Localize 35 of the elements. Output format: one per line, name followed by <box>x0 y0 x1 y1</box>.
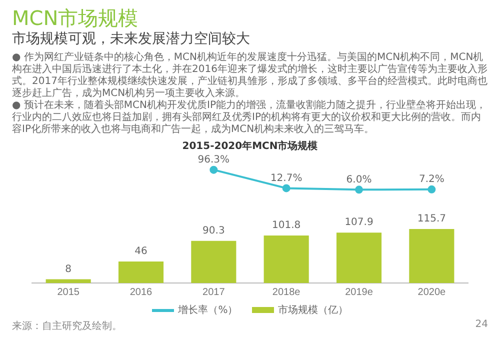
bar <box>46 279 91 283</box>
bar <box>191 240 236 283</box>
point <box>428 185 436 194</box>
chart-subtitle: 市场规模可观，未来发展潜力空间较大 <box>12 30 251 49</box>
text: 24 <box>475 319 488 332</box>
data-label: 107.9 <box>344 217 374 228</box>
text: ● 作为网红产业链条中的核心角色，MCN机构近年的发展速度十分迅猛。与美国的MCN机构不同，MCN机构在进入中国后迅速进行了本土化，并在2016年迎来了爆发式的增长，这时主要以广告宣传等为主要收入形式。2017年行业整体规模继续快速发展，产业链初具雏形，形成了多领域、多平台的经营模式。此时电商也逐步赶上广告，成为MCN机构另一项主要收入来源。 <box>12 52 488 100</box>
point <box>210 166 218 174</box>
data-label: 90.3 <box>202 225 225 236</box>
x-tick-label: 2017 <box>202 286 226 298</box>
chart-title: MCN市场规模 <box>12 6 140 30</box>
bar <box>118 262 164 283</box>
x-tick-label: 2018e <box>272 286 301 298</box>
legend-label: 市场规模（亿） <box>278 304 348 317</box>
legend-label: 增长率（%） <box>178 304 238 317</box>
x-tick-label: 2020e <box>418 286 446 298</box>
data-label: 96.3% <box>198 154 230 166</box>
bar <box>409 229 454 283</box>
bar <box>264 235 309 283</box>
point <box>355 186 363 194</box>
x-tick-label: 2015 <box>57 286 80 298</box>
data-label: 7.2% <box>418 174 444 186</box>
bar <box>336 232 382 283</box>
x-tick-label: 2016 <box>130 286 153 298</box>
text: 2015-2020年MCN市场规模 <box>181 139 319 153</box>
data-label: 6.0% <box>346 174 372 186</box>
data-label: 12.7% <box>270 172 302 184</box>
x-tick-label: 2019e <box>345 286 374 298</box>
text: ● 预计在未来，随着头部MCN机构开发优质IP能力的增强，流量收割能力随之提升，行业壁垒将开始出现，行业内的二八效应也将日益加剧，拥有头部网红及优秀IP的机构将有更大的议价权和更大比例的营收。而内容IP化所带来的收入也将与电商和广告一起，成为MCN机构未来收入的三驾马车。 <box>12 100 487 136</box>
data-label: 101.8 <box>272 220 301 232</box>
data-label: 115.7 <box>417 214 446 225</box>
point <box>282 184 290 192</box>
data-label: 46 <box>134 246 148 258</box>
data-label: 8 <box>65 264 72 275</box>
source-note: 来源：自主研究及绘制。 <box>12 320 122 333</box>
